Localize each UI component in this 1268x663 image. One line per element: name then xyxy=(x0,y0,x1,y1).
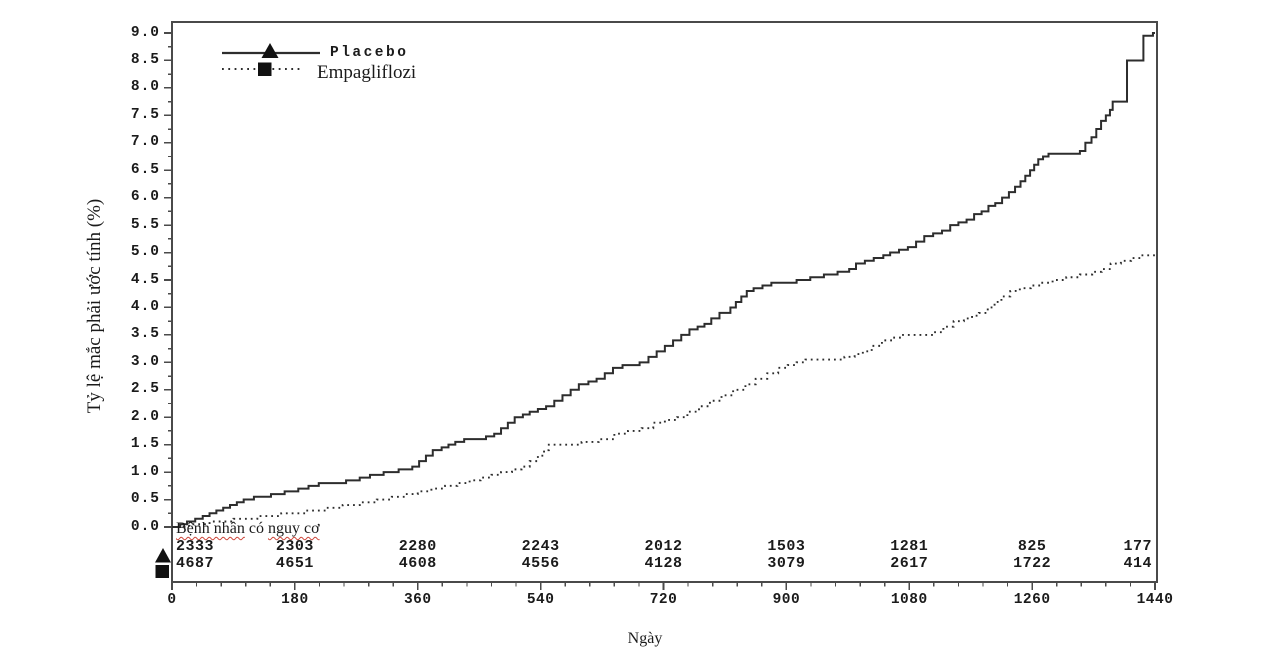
x-tick-label-540: 540 xyxy=(526,592,555,608)
risk-count-placebo-day1440: 177 xyxy=(1123,538,1152,555)
risk-count-placebo-day540: 2243 xyxy=(521,538,560,555)
y-tick-label-2.0: 2.0 xyxy=(130,408,160,425)
y-tick-label-5.5: 5.5 xyxy=(130,216,160,233)
risk-count-empagliflozin-day360: 4608 xyxy=(398,555,437,572)
x-tick-label-720: 720 xyxy=(649,592,678,608)
y-tick-label-4.5: 4.5 xyxy=(130,271,160,288)
y-tick-label-1.0: 1.0 xyxy=(130,463,160,480)
risk-count-empagliflozin-day720: 4128 xyxy=(644,555,683,572)
curve-placebo xyxy=(172,32,1155,528)
y-tick-label-7.0: 7.0 xyxy=(130,134,160,151)
risk-count-empagliflozin-day900: 3079 xyxy=(767,555,806,572)
legend-square-marker xyxy=(258,62,272,76)
x-tick-label-1440: 1440 xyxy=(1136,592,1174,608)
y-tick-label-1.5: 1.5 xyxy=(130,436,160,453)
x-tick-label-900: 900 xyxy=(772,592,801,608)
risk-count-empagliflozin-day180: 4651 xyxy=(275,555,314,572)
y-tick-label-2.5: 2.5 xyxy=(130,381,160,398)
risk-title-part-0: Bệnh nhân xyxy=(176,520,245,537)
risk-table-title: Bệnh nhân có nguy cơ xyxy=(176,520,320,538)
y-tick-label-7.5: 7.5 xyxy=(130,106,160,123)
y-tick-label-0.5: 0.5 xyxy=(130,491,160,508)
x-tick-label-180: 180 xyxy=(281,592,309,608)
x-tick-label-0: 0 xyxy=(167,592,177,608)
legend-triangle-marker xyxy=(261,43,279,58)
risk-count-placebo-day180: 2303 xyxy=(275,538,314,555)
risk-count-empagliflozin-day540: 4556 xyxy=(521,555,560,572)
x-tick-label-1080: 1080 xyxy=(890,592,928,608)
y-tick-label-8.0: 8.0 xyxy=(130,79,160,96)
risk-count-placebo-day360: 2280 xyxy=(398,538,437,555)
plot-frame xyxy=(171,21,1158,583)
y-tick-label-8.5: 8.5 xyxy=(130,51,160,68)
x-tick-label-1260: 1260 xyxy=(1013,592,1051,608)
x-axis-title: Ngày xyxy=(627,630,663,647)
risk-row-triangle-marker xyxy=(155,548,171,563)
legend-label-empagliflozin: Empagliflozi xyxy=(317,62,417,83)
y-axis-title: Tỷ lệ mắc phải ước tính (%) xyxy=(84,198,105,414)
x-tick-label-360: 360 xyxy=(403,592,432,608)
risk-count-empagliflozin-day0: 4687 xyxy=(176,555,215,572)
risk-count-placebo-day900: 1503 xyxy=(767,538,806,555)
risk-title-part-1: có xyxy=(244,520,268,537)
y-tick-label-5.0: 5.0 xyxy=(130,244,160,261)
y-tick-label-6.5: 6.5 xyxy=(130,161,160,178)
y-tick-label-6.0: 6.0 xyxy=(130,189,160,206)
risk-count-placebo-day1080: 1281 xyxy=(890,538,929,555)
y-tick-label-4.0: 4.0 xyxy=(130,298,160,315)
risk-title-part-2: nguy cơ xyxy=(267,520,320,537)
risk-count-placebo-day1260: 825 xyxy=(1017,538,1047,555)
risk-count-placebo-day0: 2333 xyxy=(176,538,215,555)
risk-row-square-marker xyxy=(155,565,169,578)
risk-count-placebo-day720: 2012 xyxy=(644,538,683,555)
legend-label-placebo: Placebo xyxy=(330,45,409,61)
y-tick-label-9.0: 9.0 xyxy=(130,24,160,41)
y-tick-label-0.0: 0.0 xyxy=(130,518,160,535)
risk-count-empagliflozin-day1080: 2617 xyxy=(890,555,929,572)
y-tick-label-3.5: 3.5 xyxy=(130,326,160,343)
risk-count-empagliflozin-day1440: 414 xyxy=(1123,555,1152,572)
curve-empagliflozi xyxy=(172,254,1155,528)
risk-count-empagliflozin-day1260: 1722 xyxy=(1013,555,1052,572)
y-tick-label-3.0: 3.0 xyxy=(130,353,160,370)
